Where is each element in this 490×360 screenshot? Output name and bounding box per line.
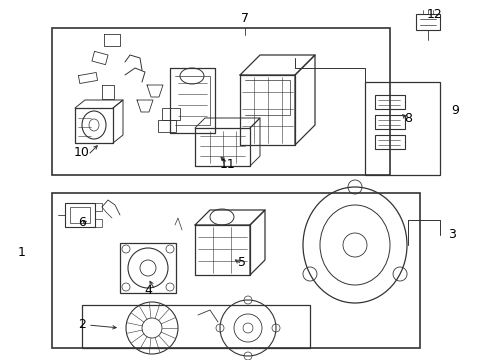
Text: 7: 7 [241,12,249,24]
Bar [65,203,95,227]
Bar [70,207,90,223]
Text: 12: 12 [427,9,443,22]
Bar [375,135,405,149]
Bar [416,14,440,30]
Bar [52,193,420,348]
Bar [52,28,390,175]
Text: 9: 9 [451,104,459,117]
Text: 3: 3 [448,229,456,242]
Bar [158,120,176,132]
Text: 8: 8 [404,112,412,125]
Bar [162,108,180,120]
Bar [375,95,405,109]
Text: 4: 4 [144,284,152,297]
Text: 11: 11 [220,158,236,171]
Text: 2: 2 [78,319,86,332]
Text: 5: 5 [238,256,246,269]
Bar [365,82,440,175]
Text: 10: 10 [74,145,90,158]
Text: 6: 6 [78,216,86,229]
Bar [375,115,405,129]
Bar [120,243,176,293]
Text: 1: 1 [18,246,26,258]
Bar [82,305,310,348]
